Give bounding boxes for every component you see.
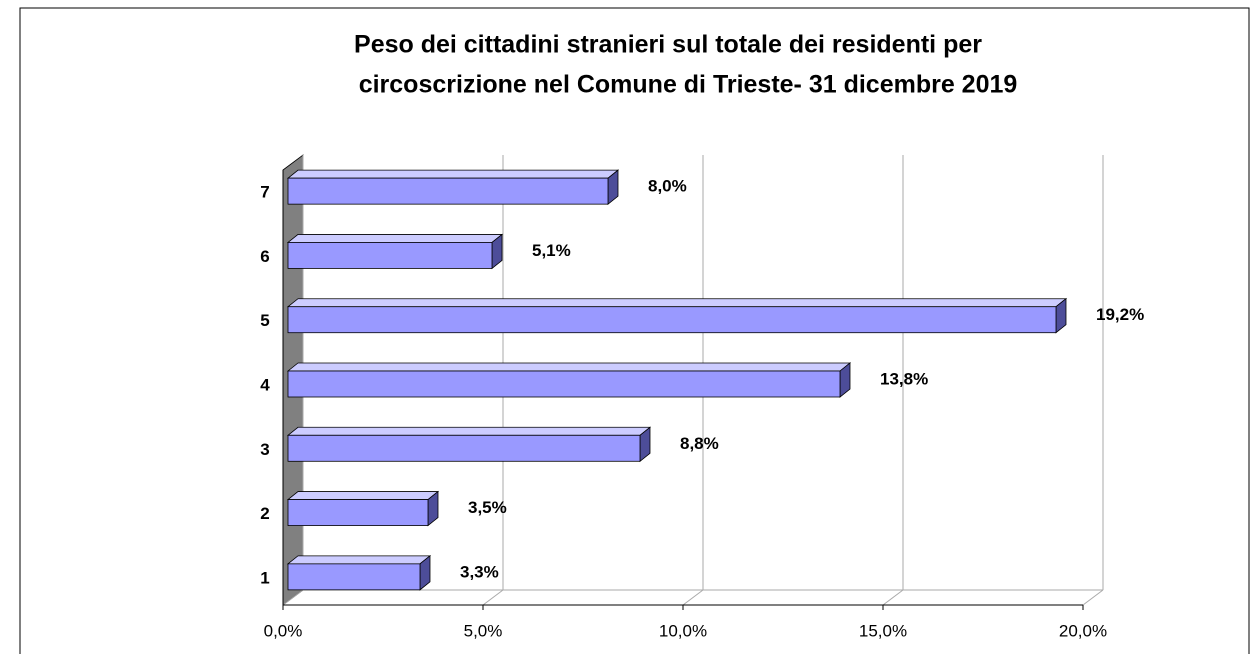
grid-line: [882, 589, 904, 606]
data-label: 5,1%: [532, 241, 571, 260]
bar: [287, 242, 493, 269]
bar-top: [286, 426, 652, 436]
y-tick-label: 2: [260, 504, 269, 523]
bar-top: [286, 491, 440, 500]
grid-line: [282, 589, 304, 606]
bar-top: [286, 169, 620, 179]
data-label: 13,8%: [880, 369, 928, 388]
y-tick-label: 5: [260, 311, 269, 330]
data-label: 19,2%: [1096, 305, 1144, 324]
grid-line: [1082, 589, 1104, 606]
x-tick-label: 10,0%: [659, 621, 707, 640]
data-label: 3,3%: [460, 562, 499, 581]
x-tick-label: 0,0%: [264, 621, 303, 640]
bar: [287, 499, 429, 526]
bar-top: [286, 362, 852, 372]
bar-top: [286, 234, 504, 243]
y-tick-label: 3: [260, 440, 269, 459]
chart-title: circoscrizione nel Comune di Trieste- 31…: [359, 71, 1018, 99]
grid-line: [682, 589, 704, 606]
y-tick-label: 1: [260, 568, 269, 587]
chart-title: Peso dei cittadini stranieri sul totale …: [354, 31, 982, 59]
x-tick-label: 5,0%: [464, 621, 503, 640]
y-tick-label: 4: [260, 375, 270, 394]
bar: [287, 434, 641, 462]
x-tick-label: 20,0%: [1059, 621, 1107, 640]
bar: [287, 370, 841, 398]
bar: [287, 306, 1057, 334]
data-label: 3,5%: [468, 498, 507, 517]
y-tick-label: 7: [260, 183, 269, 202]
data-label: 8,8%: [680, 434, 719, 453]
grid-line: [482, 589, 504, 606]
bar: [287, 177, 609, 205]
data-label: 8,0%: [648, 177, 687, 196]
bar-top: [286, 555, 432, 565]
y-tick-label: 6: [260, 247, 269, 266]
bar-top: [286, 298, 1068, 308]
bar: [287, 563, 421, 591]
x-tick-label: 15,0%: [859, 621, 907, 640]
